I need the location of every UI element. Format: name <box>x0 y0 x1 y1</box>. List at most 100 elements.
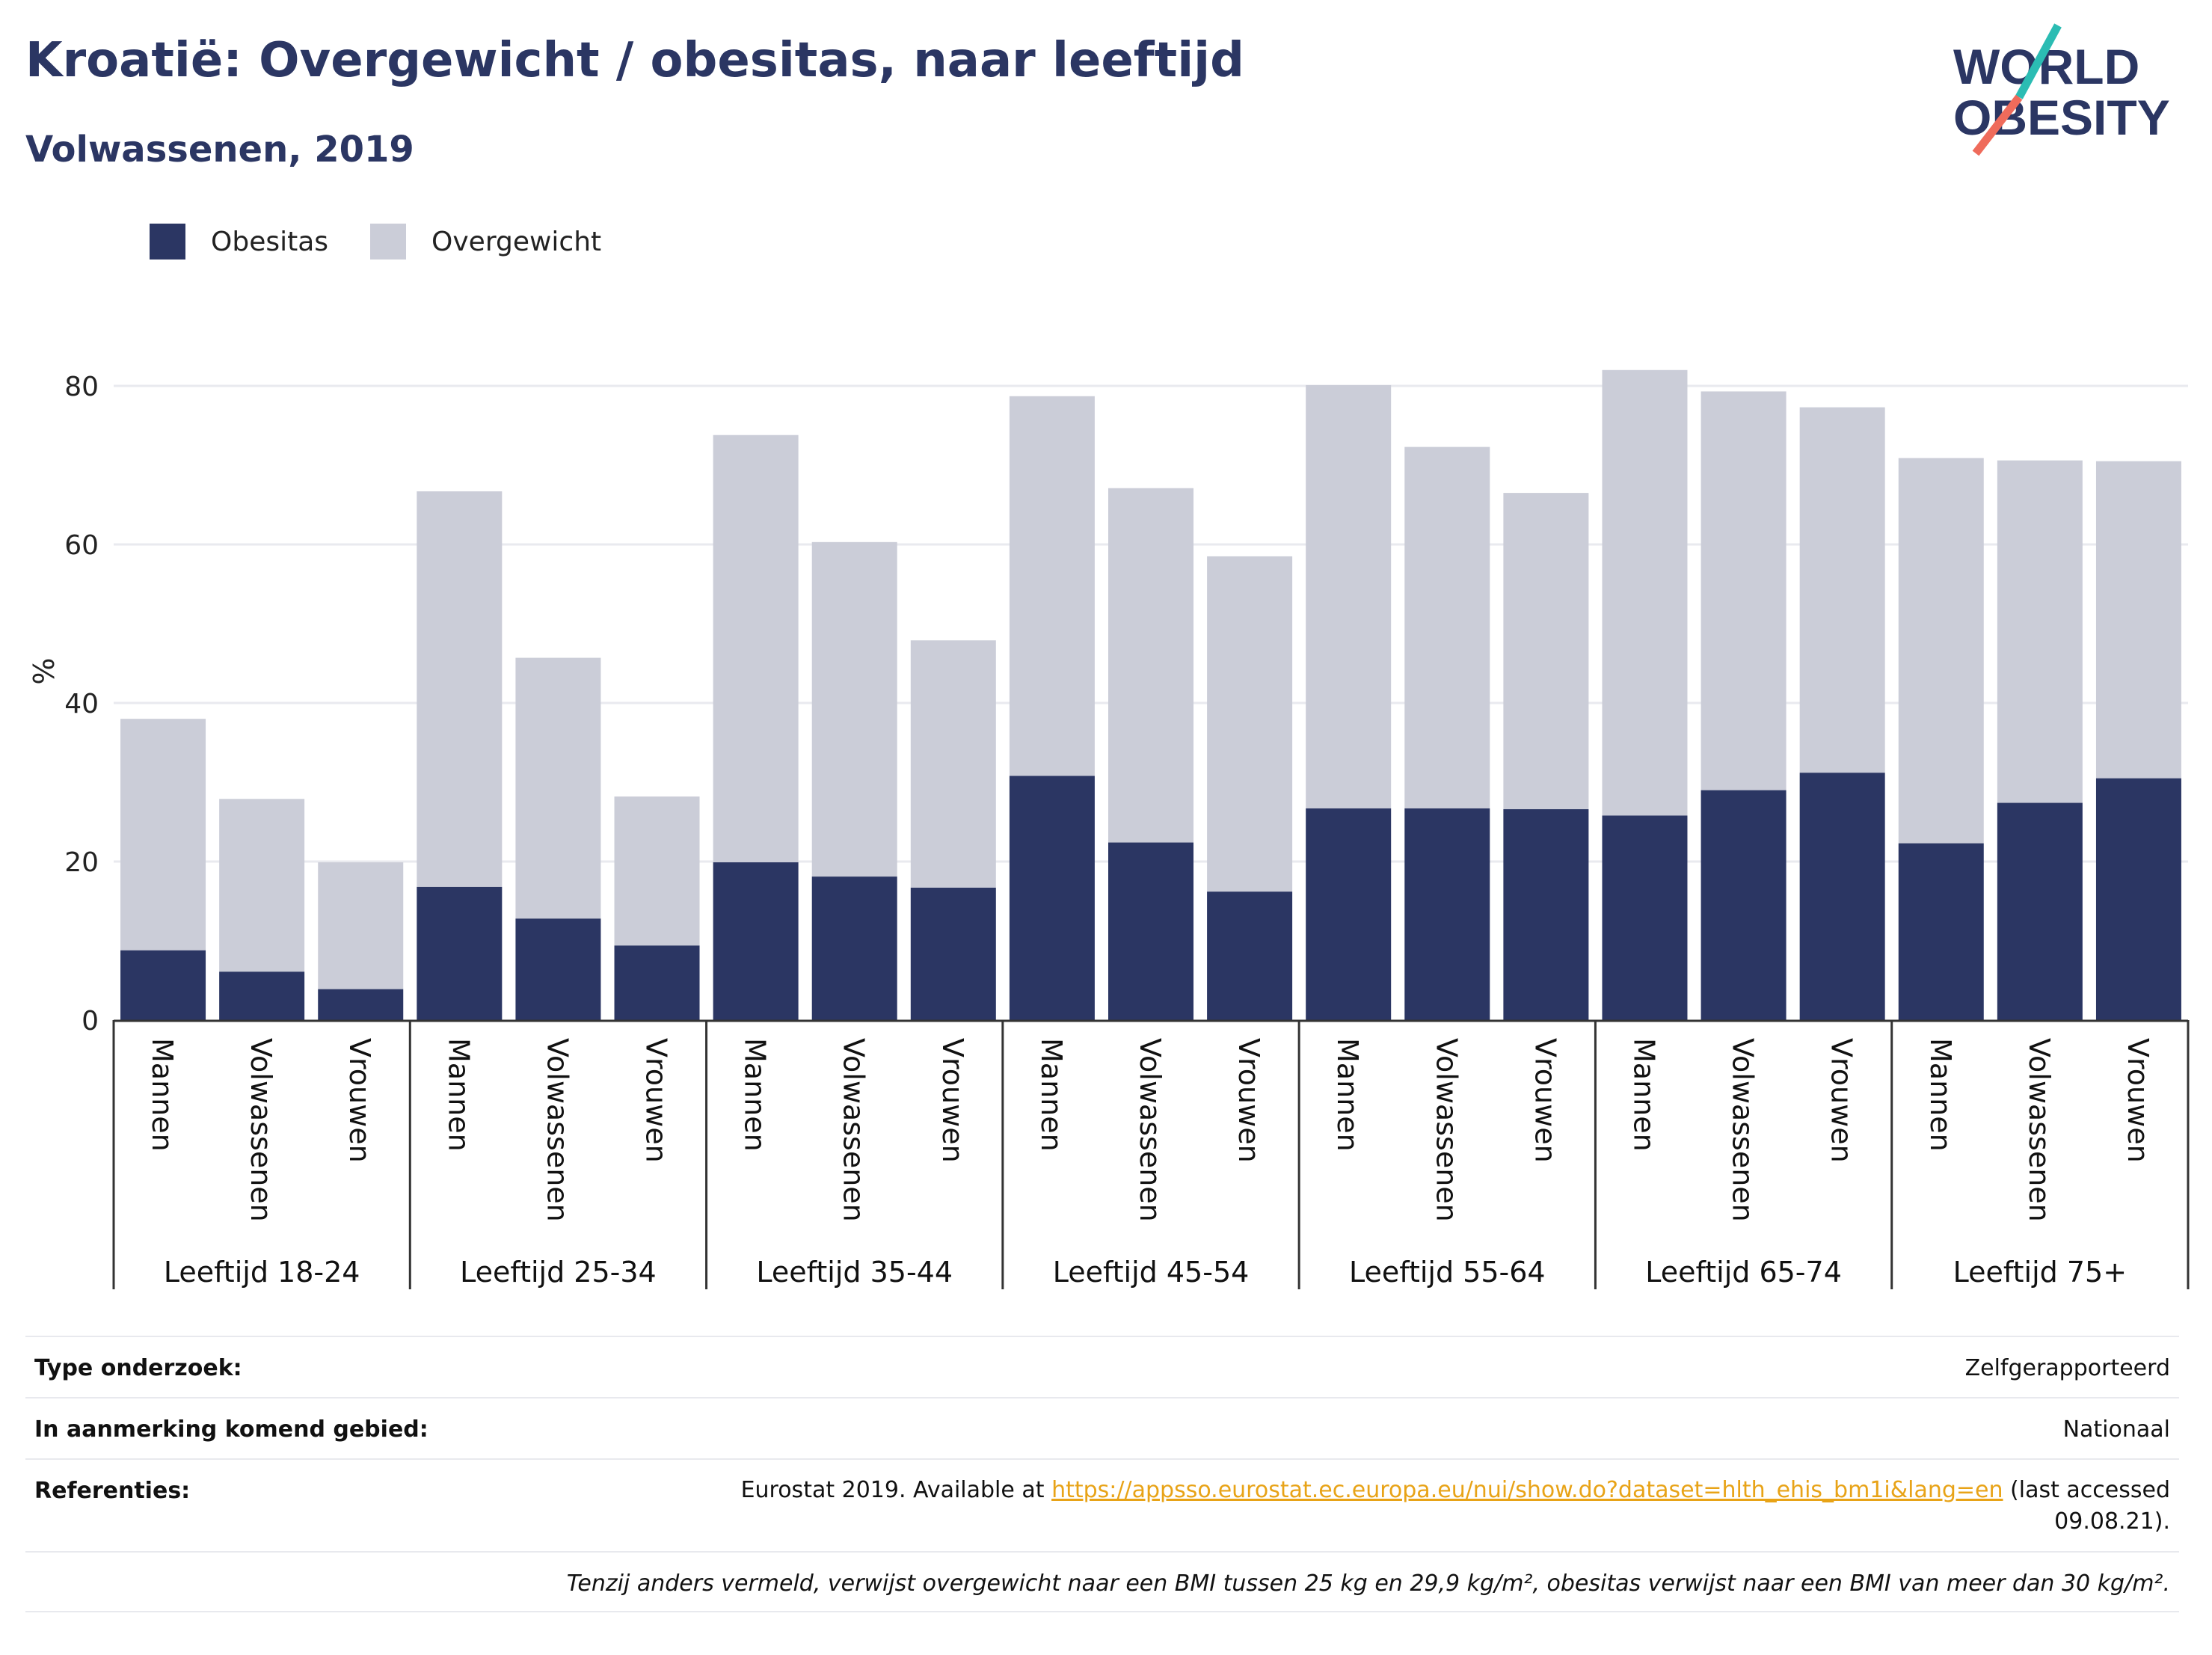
bar-overgewicht <box>1503 493 1589 810</box>
bar-obesitas <box>1108 842 1193 1020</box>
x-tick-label: Mannen <box>1331 1038 1364 1152</box>
bar-overgewicht <box>910 640 996 888</box>
bar-obesitas <box>1799 773 1885 1020</box>
info-row-type: Type onderzoek: Zelfgerapporteerd <box>25 1336 2179 1397</box>
info-row-area: In aanmerking komend gebied: Nationaal <box>25 1397 2179 1458</box>
bar-overgewicht <box>1799 407 1885 773</box>
y-axis-label: % <box>28 658 61 685</box>
bar-obesitas <box>1997 802 2083 1020</box>
x-tick-label: Volwassenen <box>1430 1038 1463 1222</box>
x-tick-label: Volwassenen <box>2023 1038 2056 1222</box>
bar-overgewicht <box>417 491 503 887</box>
legend-item-obesitas[interactable]: Obesitas <box>150 224 328 260</box>
x-tick-label: Mannen <box>1627 1038 1660 1152</box>
info-ref-label: Referenties: <box>34 1478 191 1504</box>
info-ref-prefix: Eurostat 2019. Available at <box>740 1477 1045 1503</box>
bar-obesitas <box>1503 809 1589 1020</box>
group-label: Leeftijd 25-34 <box>460 1256 657 1289</box>
group-label: Leeftijd 18-24 <box>164 1256 360 1289</box>
group-label: Leeftijd 55-64 <box>1349 1256 1546 1289</box>
footnote: Tenzij anders vermeld, verwijst overgewi… <box>566 1570 2170 1597</box>
logo-slash-coral <box>1972 94 2023 156</box>
legend-swatch-overgewicht <box>370 224 407 260</box>
info-type-value: Zelfgerapporteerd <box>1964 1355 2170 1381</box>
group-label: Leeftijd 65-74 <box>1645 1256 1842 1289</box>
bar-overgewicht <box>2095 461 2181 779</box>
page-subtitle: Volwassenen, 2019 <box>25 129 414 171</box>
y-tick-label: 40 <box>64 689 99 719</box>
bar-overgewicht <box>515 657 601 919</box>
info-area-value: Nationaal <box>2062 1416 2170 1443</box>
info-ref-suffix: (last accessed 09.08.21). <box>2010 1477 2170 1535</box>
bar-overgewicht <box>1997 460 2083 803</box>
y-tick-label: 20 <box>64 847 99 878</box>
bar-overgewicht <box>318 862 404 989</box>
legend-item-overgewicht[interactable]: Overgewicht <box>370 224 601 260</box>
info-row-references: Referenties: Eurostat 2019. Available at… <box>25 1458 2179 1551</box>
bar-obesitas <box>1602 815 1688 1020</box>
bar-obesitas <box>1207 891 1293 1020</box>
world-obesity-logo-icon: WORLD OBESITY <box>1953 23 2170 156</box>
bar-obesitas <box>1306 808 1392 1020</box>
x-tick-label: Volwassenen <box>1727 1038 1760 1222</box>
x-tick-label: Mannen <box>1924 1038 1957 1152</box>
x-tick-label: Volwassenen <box>245 1038 277 1222</box>
bar-overgewicht <box>1602 369 1688 816</box>
group-label: Leeftijd 75+ <box>1953 1256 2127 1289</box>
logo-slash-teal <box>2015 23 2062 99</box>
bar-obesitas <box>1009 776 1095 1020</box>
info-area-label: In aanmerking komend gebied: <box>34 1416 428 1443</box>
x-tick-label: Vrouwen <box>936 1038 969 1163</box>
bar-overgewicht <box>120 719 206 951</box>
bar-overgewicht <box>614 796 700 946</box>
bar-overgewicht <box>1898 458 1984 844</box>
group-label: Leeftijd 35-44 <box>756 1256 953 1289</box>
x-tick-label: Mannen <box>1035 1038 1068 1152</box>
bar-obesitas <box>910 887 996 1020</box>
bar-obesitas <box>1898 843 1984 1020</box>
info-table: Type onderzoek: Zelfgerapporteerd In aan… <box>25 1336 2179 1612</box>
bar-overgewicht <box>219 799 305 972</box>
page-title: Kroatië: Overgewicht / obesitas, naar le… <box>25 33 1244 88</box>
x-tick-label: Vrouwen <box>640 1038 673 1163</box>
reference-link[interactable]: https://appsso.eurostat.ec.europa.eu/nui… <box>1051 1477 2003 1503</box>
bar-obesitas <box>614 945 700 1020</box>
bar-overgewicht <box>1207 556 1293 892</box>
bar-overgewicht <box>811 541 897 877</box>
x-tick-label: Mannen <box>442 1038 475 1152</box>
chart-legend: Obesitas Overgewicht <box>150 223 643 260</box>
y-tick-label: 80 <box>64 372 99 402</box>
bar-obesitas <box>515 918 601 1020</box>
bar-chart: 0 20 40 60 80% Mannen Volwassenen Vrouwen Mannen… <box>28 369 2190 1289</box>
y-tick-label: 60 <box>64 530 99 561</box>
bar-obesitas <box>219 971 305 1020</box>
info-row-footnote: Tenzij anders vermeld, verwijst overgewi… <box>25 1551 2179 1612</box>
x-tick-label: Volwassenen <box>838 1038 870 1222</box>
bar-obesitas <box>417 886 503 1020</box>
x-tick-label: Vrouwen <box>1529 1038 1561 1163</box>
x-tick-label: Vrouwen <box>1825 1038 1858 1163</box>
bar-obesitas <box>1701 790 1787 1020</box>
bar-overgewicht <box>1701 391 1787 790</box>
x-tick-label: Volwassenen <box>1134 1038 1167 1222</box>
bar-overgewicht <box>1306 384 1392 808</box>
group-label: Leeftijd 45-54 <box>1053 1256 1250 1289</box>
bar-overgewicht <box>1009 396 1095 776</box>
bar-obesitas <box>713 862 799 1020</box>
legend-label-overgewicht: Overgewicht <box>431 226 602 257</box>
bar-obesitas <box>120 950 206 1020</box>
bar-overgewicht <box>1108 488 1193 843</box>
bar-obesitas <box>811 876 897 1020</box>
legend-label-obesitas: Obesitas <box>211 226 329 257</box>
bar-obesitas <box>2095 778 2181 1020</box>
x-tick-label: Volwassenen <box>541 1038 574 1222</box>
info-type-label: Type onderzoek: <box>34 1355 242 1381</box>
x-tick-label: Vrouwen <box>2122 1038 2154 1163</box>
x-tick-label: Vrouwen <box>1232 1038 1265 1163</box>
legend-swatch-obesitas <box>150 224 185 260</box>
bar-overgewicht <box>713 435 799 863</box>
x-tick-label: Mannen <box>739 1038 772 1152</box>
bar-obesitas <box>318 989 404 1020</box>
bar-overgewicht <box>1404 446 1490 808</box>
